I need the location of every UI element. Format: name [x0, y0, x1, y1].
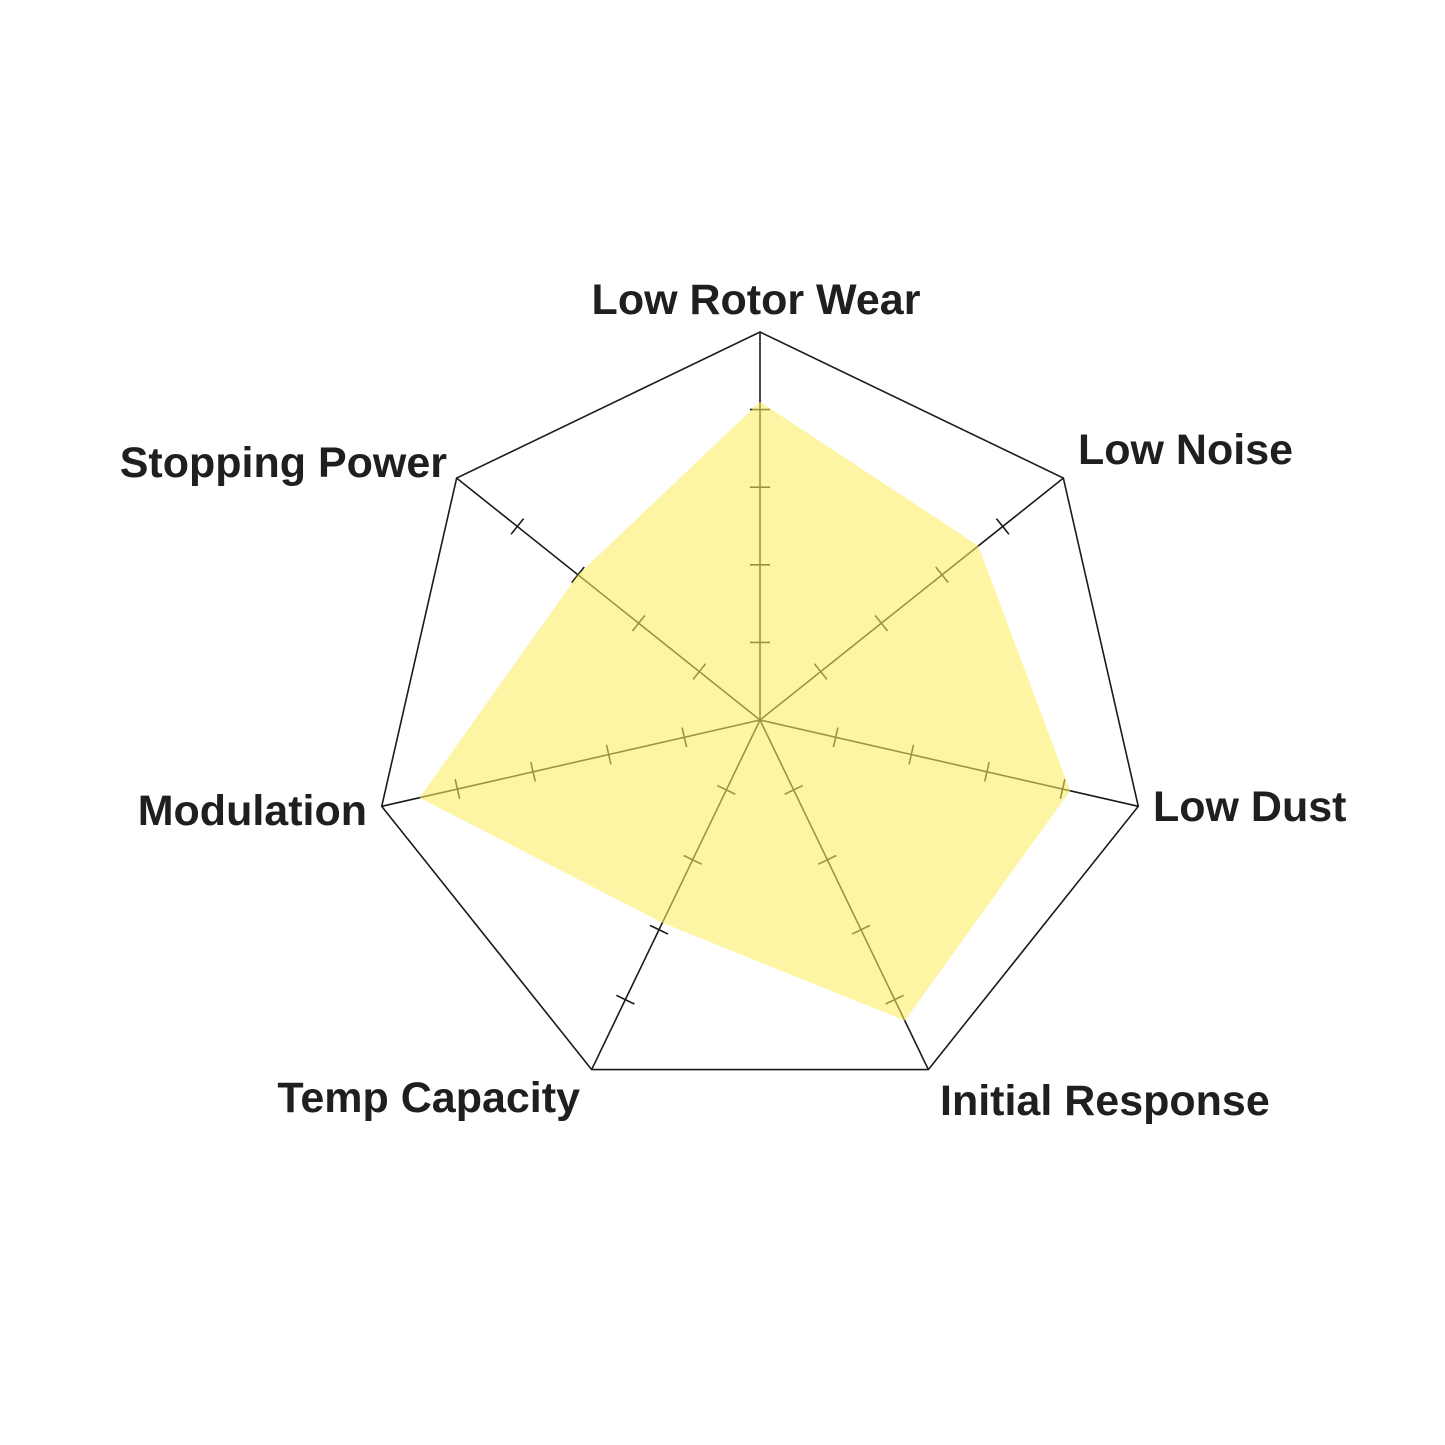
- radar-frame: [380, 331, 1140, 1071]
- axis-label-low-rotor-wear: Low Rotor Wear: [592, 276, 921, 324]
- data-point: [904, 1020, 905, 1021]
- axis-label-modulation: Modulation: [138, 787, 367, 835]
- axis-labels: Low Rotor Wear Low Noise Low Dust Initia…: [120, 276, 1347, 1125]
- outer-heptagon: [380, 331, 1140, 1071]
- data-point: [1070, 790, 1071, 791]
- data-point: [760, 401, 761, 402]
- data-point: [577, 574, 578, 575]
- series-area: [419, 401, 1071, 1021]
- axis-label-stopping-power: Stopping Power: [120, 439, 448, 487]
- data-point: [662, 922, 663, 923]
- radar-series: [419, 401, 1071, 1021]
- data-point: [978, 545, 979, 546]
- axis-label-initial-response: Initial Response: [940, 1077, 1270, 1125]
- axis-label-low-noise: Low Noise: [1078, 426, 1293, 474]
- axis-label-temp-capacity: Temp Capacity: [277, 1074, 580, 1122]
- axis-tick: [649, 924, 669, 935]
- axis-tick: [510, 518, 525, 535]
- axis-label-low-dust: Low Dust: [1153, 783, 1346, 831]
- axis-tick: [615, 994, 635, 1005]
- axis-tick: [995, 518, 1010, 535]
- data-point: [419, 797, 420, 798]
